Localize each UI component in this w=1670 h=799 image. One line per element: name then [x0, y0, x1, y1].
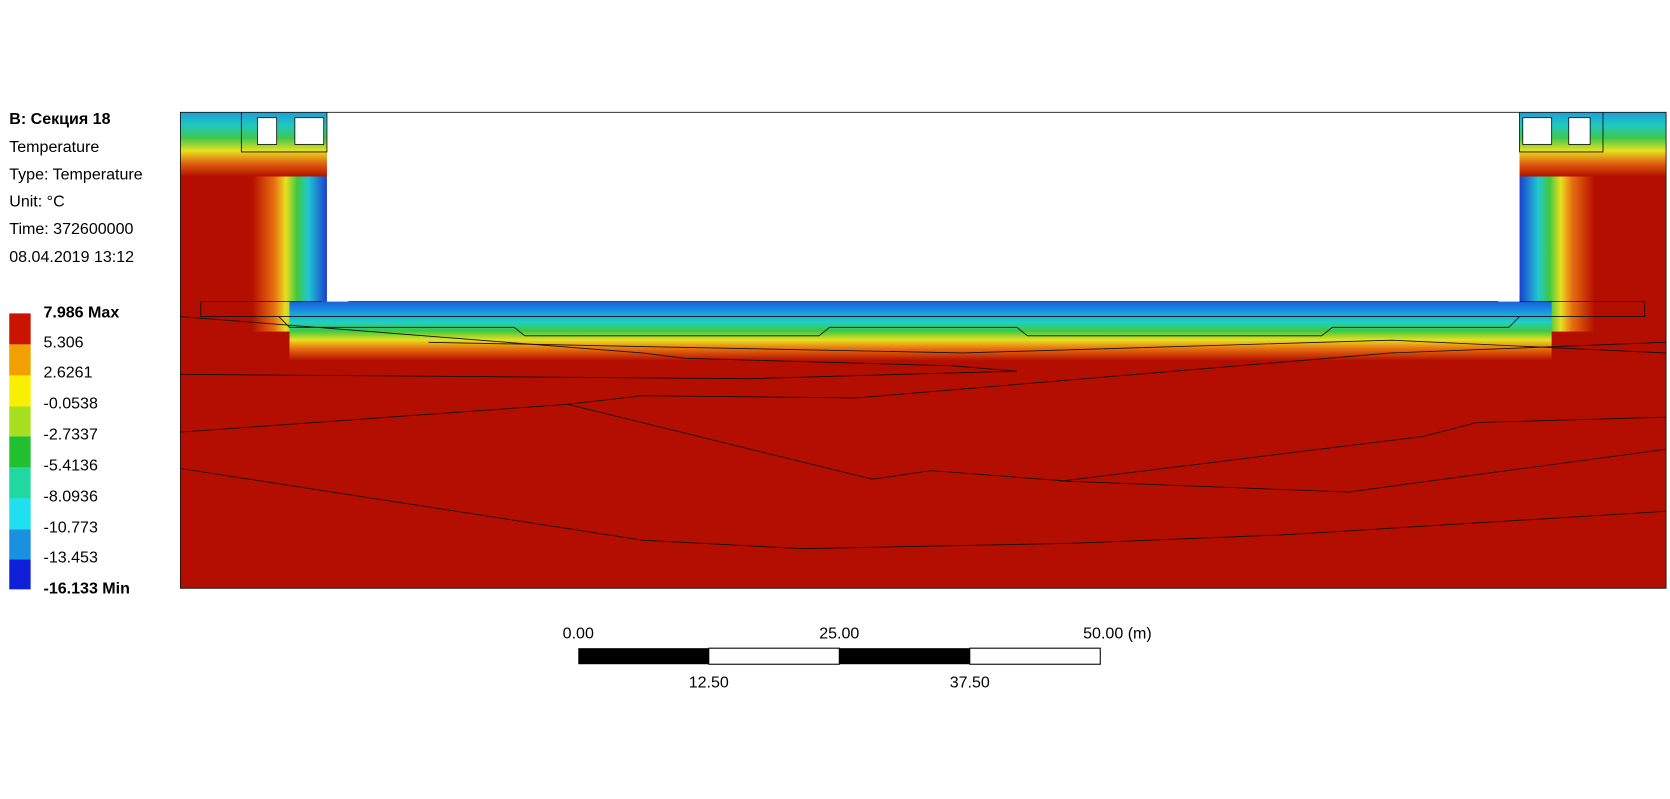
legend-label: -0.0538 — [43, 395, 97, 413]
info-line: Type: Temperature — [9, 166, 142, 184]
legend-label: 2.6261 — [43, 364, 92, 382]
scale-label: 0.00 — [563, 625, 594, 643]
void — [1568, 117, 1591, 145]
legend-label: -5.4136 — [43, 457, 97, 475]
scale-segment — [578, 648, 709, 665]
scale-label: 25.00 — [819, 625, 859, 643]
title: B: Секция 18 — [9, 110, 110, 128]
legend-swatch — [9, 375, 31, 407]
legend-swatch — [9, 498, 31, 530]
legend-swatch — [9, 467, 31, 499]
scale-label: 12.50 — [689, 674, 729, 692]
info-line: 08.04.2019 13:12 — [9, 248, 134, 266]
layer-lines — [179, 111, 1667, 589]
legend: 7.986 Max 5.306 2.6261 -0.0538 -2.7337 -… — [9, 304, 130, 598]
scale-segment — [969, 647, 1101, 665]
info-panel: B: Секция 18 Temperature Type: Temperatu… — [9, 110, 142, 266]
legend-label: -2.7337 — [43, 426, 97, 444]
scale-label: 37.50 — [950, 674, 990, 692]
scale-segment — [708, 647, 840, 665]
void — [1522, 117, 1553, 145]
legend-swatch — [9, 406, 31, 437]
void — [256, 117, 278, 145]
contour-plot — [179, 111, 1667, 589]
legend-label: -13.453 — [43, 549, 97, 567]
scale-segment — [839, 648, 970, 665]
legend-swatch — [9, 559, 31, 590]
legend-label: 5.306 — [43, 334, 83, 352]
legend-label: -8.0936 — [43, 488, 97, 506]
scale-label: 50.00 (m) — [1083, 625, 1152, 643]
void — [294, 117, 325, 145]
scale-bar: 0.00 25.00 50.00 (m) 12.50 37.50 — [563, 625, 1152, 692]
info-line: Time: 372600000 — [9, 220, 133, 238]
legend-swatch — [9, 313, 31, 345]
cavity-floor — [289, 301, 1552, 361]
legend-swatch — [9, 344, 31, 376]
legend-swatch — [9, 436, 31, 468]
cavity — [326, 112, 1520, 302]
legend-label: 7.986 Max — [43, 304, 119, 322]
info-line: Temperature — [9, 138, 99, 156]
legend-swatch — [9, 529, 31, 560]
legend-label: -10.773 — [43, 519, 97, 537]
legend-label: -16.133 Min — [43, 580, 129, 598]
info-line: Unit: °C — [9, 192, 64, 210]
